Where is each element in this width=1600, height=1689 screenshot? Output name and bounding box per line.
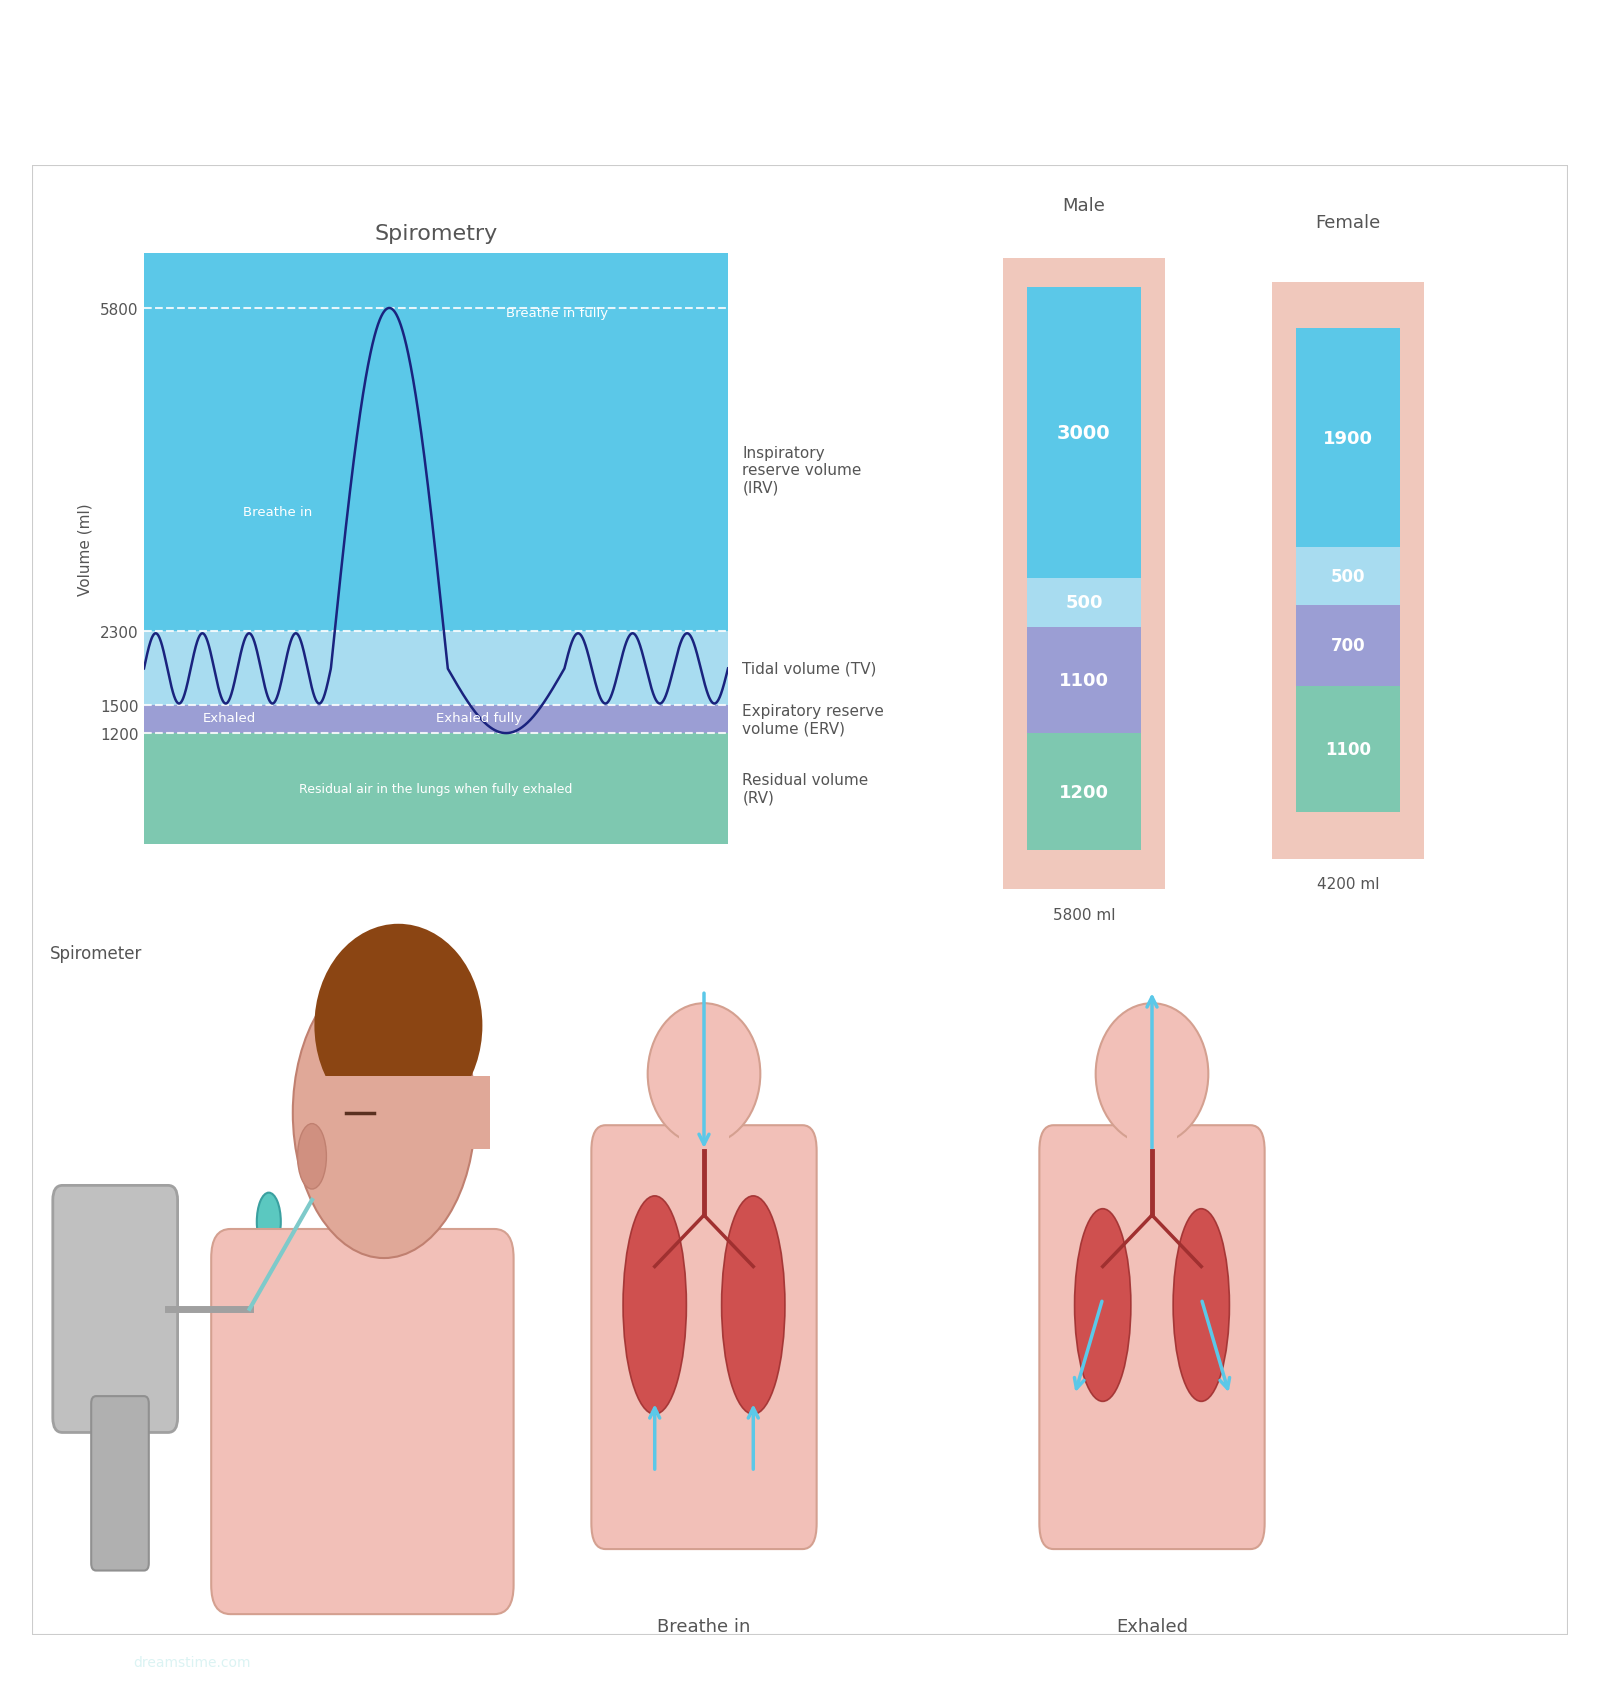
Title: Spirometry: Spirometry bbox=[374, 223, 498, 243]
Ellipse shape bbox=[293, 968, 475, 1258]
Text: Breathe in: Breathe in bbox=[658, 1616, 750, 1635]
Text: Inspiratory
reserve volume
(IRV): Inspiratory reserve volume (IRV) bbox=[742, 446, 862, 495]
Title: Female: Female bbox=[1315, 215, 1381, 231]
Text: 1100: 1100 bbox=[1325, 740, 1371, 758]
Ellipse shape bbox=[1096, 1003, 1208, 1145]
Bar bbox=[1027, 735, 1141, 851]
Bar bbox=[1027, 287, 1141, 579]
Text: Residual volume
(RV): Residual volume (RV) bbox=[742, 774, 869, 806]
FancyBboxPatch shape bbox=[1272, 282, 1424, 860]
Text: 500: 500 bbox=[1066, 595, 1102, 611]
Text: Exhaled fully: Exhaled fully bbox=[435, 711, 522, 725]
Text: 1200: 1200 bbox=[1059, 784, 1109, 801]
Bar bbox=[1296, 547, 1400, 605]
FancyBboxPatch shape bbox=[592, 1125, 816, 1549]
Ellipse shape bbox=[722, 1196, 786, 1414]
Bar bbox=[1296, 686, 1400, 812]
FancyBboxPatch shape bbox=[1003, 258, 1165, 888]
Ellipse shape bbox=[256, 1192, 280, 1252]
Bar bbox=[144, 253, 728, 632]
Text: Pulmonary function tests: Pulmonary function tests bbox=[315, 42, 1285, 118]
Bar bbox=[1296, 605, 1400, 686]
Bar bbox=[1027, 579, 1141, 627]
Text: 1100: 1100 bbox=[1059, 672, 1109, 689]
Y-axis label: Volume (ml): Volume (ml) bbox=[78, 503, 93, 595]
Text: Tidal volume (TV): Tidal volume (TV) bbox=[742, 662, 877, 677]
Text: 5800 ml: 5800 ml bbox=[1053, 909, 1115, 922]
FancyBboxPatch shape bbox=[307, 1078, 490, 1149]
Ellipse shape bbox=[1075, 1209, 1131, 1402]
Text: 700: 700 bbox=[1331, 637, 1365, 655]
Text: Expiratory reserve
volume (ERV): Expiratory reserve volume (ERV) bbox=[742, 704, 885, 736]
Bar bbox=[144, 632, 728, 706]
Bar bbox=[144, 733, 728, 844]
Text: 3000: 3000 bbox=[1058, 424, 1110, 443]
Bar bbox=[144, 706, 728, 733]
Ellipse shape bbox=[298, 1123, 326, 1189]
Text: Residual air in the lungs when fully exhaled: Residual air in the lungs when fully exh… bbox=[299, 782, 573, 796]
Bar bbox=[680, 1093, 728, 1157]
Text: 4200 ml: 4200 ml bbox=[1317, 877, 1379, 892]
FancyBboxPatch shape bbox=[53, 1186, 178, 1432]
Text: Exhaled: Exhaled bbox=[202, 711, 256, 725]
Ellipse shape bbox=[622, 1196, 686, 1414]
FancyBboxPatch shape bbox=[1040, 1125, 1264, 1549]
Title: Male: Male bbox=[1062, 198, 1106, 215]
Text: ID 120212334  © Pattarawit Chompipat: ID 120212334 © Pattarawit Chompipat bbox=[1013, 1655, 1291, 1669]
Text: Spirometer: Spirometer bbox=[50, 944, 142, 963]
Ellipse shape bbox=[314, 924, 482, 1128]
Bar bbox=[1128, 1093, 1176, 1157]
Ellipse shape bbox=[1173, 1209, 1229, 1402]
Text: Breathe in: Breathe in bbox=[243, 505, 312, 519]
Ellipse shape bbox=[648, 1003, 760, 1145]
Text: Exhaled: Exhaled bbox=[1117, 1616, 1187, 1635]
Text: 1900: 1900 bbox=[1323, 429, 1373, 448]
Bar bbox=[1027, 627, 1141, 735]
Bar bbox=[1296, 329, 1400, 547]
Text: dreamstime.com: dreamstime.com bbox=[133, 1655, 251, 1669]
FancyBboxPatch shape bbox=[91, 1397, 149, 1571]
Text: Breathe in fully: Breathe in fully bbox=[506, 307, 608, 319]
Text: 500: 500 bbox=[1331, 568, 1365, 586]
FancyBboxPatch shape bbox=[211, 1230, 514, 1615]
